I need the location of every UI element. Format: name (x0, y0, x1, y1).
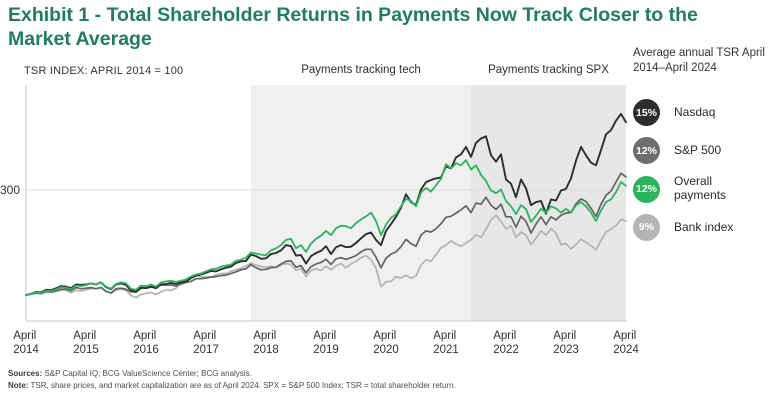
note-text: TSR, share prices, and market capitaliza… (28, 380, 456, 390)
x-tick-2019: April 2019 (313, 330, 339, 357)
sources-label: Sources: (8, 369, 43, 378)
nasdaq-badge: 15% (633, 99, 660, 127)
x-tick-2017: April 2017 (193, 330, 219, 357)
page-title: Exhibit 1 - Total Shareholder Returns in… (8, 4, 698, 51)
x-tick-2014: April 2014 (13, 330, 39, 357)
series-line-bank-index (25, 214, 627, 299)
x-tick-2020: April 2020 (373, 330, 399, 357)
series-line-overall-payments (25, 159, 627, 296)
footer-notes: Sources: S&P Capital IQ; BCG ValueScienc… (8, 368, 456, 391)
series-line-nasdaq (25, 112, 627, 296)
x-tick-2023: April 2023 (553, 330, 579, 357)
sp500-label: S&P 500 (674, 142, 722, 157)
legend-item-overall-payments: 12% Overall payments (633, 175, 765, 203)
legend-item-bank-index: 9% Bank index (633, 213, 765, 241)
note-line: Note: TSR, share prices, and market capi… (8, 380, 456, 392)
legend: Average annual TSR April 2014–April 2024… (633, 46, 765, 252)
x-tick-2022: April 2022 (493, 330, 519, 357)
x-tick-2021: April 2021 (433, 330, 459, 357)
region-label-1: Payments tracking SPX (488, 64, 609, 76)
region-band-1 (471, 85, 626, 321)
legend-item-sp500: 12% S&P 500 (633, 137, 765, 165)
sp500-badge: 12% (633, 137, 660, 165)
tsr-index-note: TSR INDEX: APRIL 2014 = 100 (24, 65, 184, 77)
nasdaq-label: Nasdaq (674, 104, 716, 119)
x-tick-2024: April 2024 (613, 330, 639, 357)
note-label: Note: (8, 380, 29, 390)
region-label-0: Payments tracking tech (301, 64, 421, 76)
bank-index-label: Bank index (674, 219, 734, 234)
overall-payments-label: Overall payments (674, 174, 727, 203)
x-tick-2018: April 2018 (253, 330, 279, 357)
legend-heading: Average annual TSR April 2014–April 2024 (633, 47, 765, 75)
series-line-s-p-500 (25, 172, 627, 296)
legend-item-nasdaq: 15% Nasdaq (633, 99, 765, 127)
sources-text: S&P Capital IQ; BCG ValueScience Center;… (42, 369, 252, 378)
x-tick-2015: April 2015 (73, 330, 99, 357)
bank-index-badge: 9% (633, 213, 660, 241)
x-tick-2016: April 2016 (133, 330, 159, 357)
overall-payments-badge: 12% (633, 175, 660, 203)
region-band-0 (251, 85, 471, 321)
y-axis-tick-300: 300 (0, 183, 21, 197)
sources-line: Sources: S&P Capital IQ; BCG ValueScienc… (8, 368, 456, 380)
